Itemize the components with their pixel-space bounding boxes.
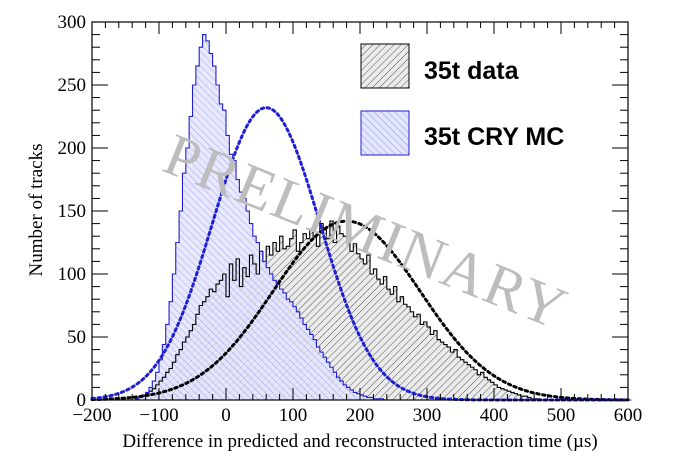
x-tick-label: 500 [547, 405, 576, 426]
y-axis-label: Number of tracks [26, 144, 47, 277]
x-axis-label: Difference in predicted and reconstructe… [122, 431, 597, 452]
axis-layer: −200 −100 0 100 200 300 400 500 600 0 50 100 150 200 2… [58, 12, 643, 426]
y-tick-label: 200 [58, 138, 87, 159]
y-tick-label: 150 [58, 201, 87, 222]
x-tick-label: 200 [346, 405, 375, 426]
legend: 35t data 35t CRY MC [360, 43, 564, 156]
fit-curve-data [90, 219, 630, 402]
hist-fill-mc [92, 34, 632, 400]
legend-swatch-data [360, 43, 410, 89]
x-tick-label: 0 [221, 405, 231, 426]
x-tick-label: −100 [139, 405, 178, 426]
x-tick-label: 400 [480, 405, 509, 426]
hist-outline-data [92, 220, 632, 401]
legend-label-data: 35t data [424, 57, 520, 85]
x-tick-label: −200 [72, 405, 111, 426]
x-tick-label: 600 [614, 405, 643, 426]
y-tick-label: 250 [58, 75, 87, 96]
legend-swatch-mc [360, 110, 410, 156]
y-tick-label: 50 [67, 327, 86, 348]
y-tick-label: 300 [58, 12, 87, 33]
y-tick-label: 100 [58, 264, 87, 285]
legend-label-mc: 35t CRY MC [424, 123, 564, 151]
x-tick-label: 300 [413, 405, 442, 426]
y-tick-label: 0 [77, 390, 87, 411]
x-tick-label: 100 [279, 405, 308, 426]
